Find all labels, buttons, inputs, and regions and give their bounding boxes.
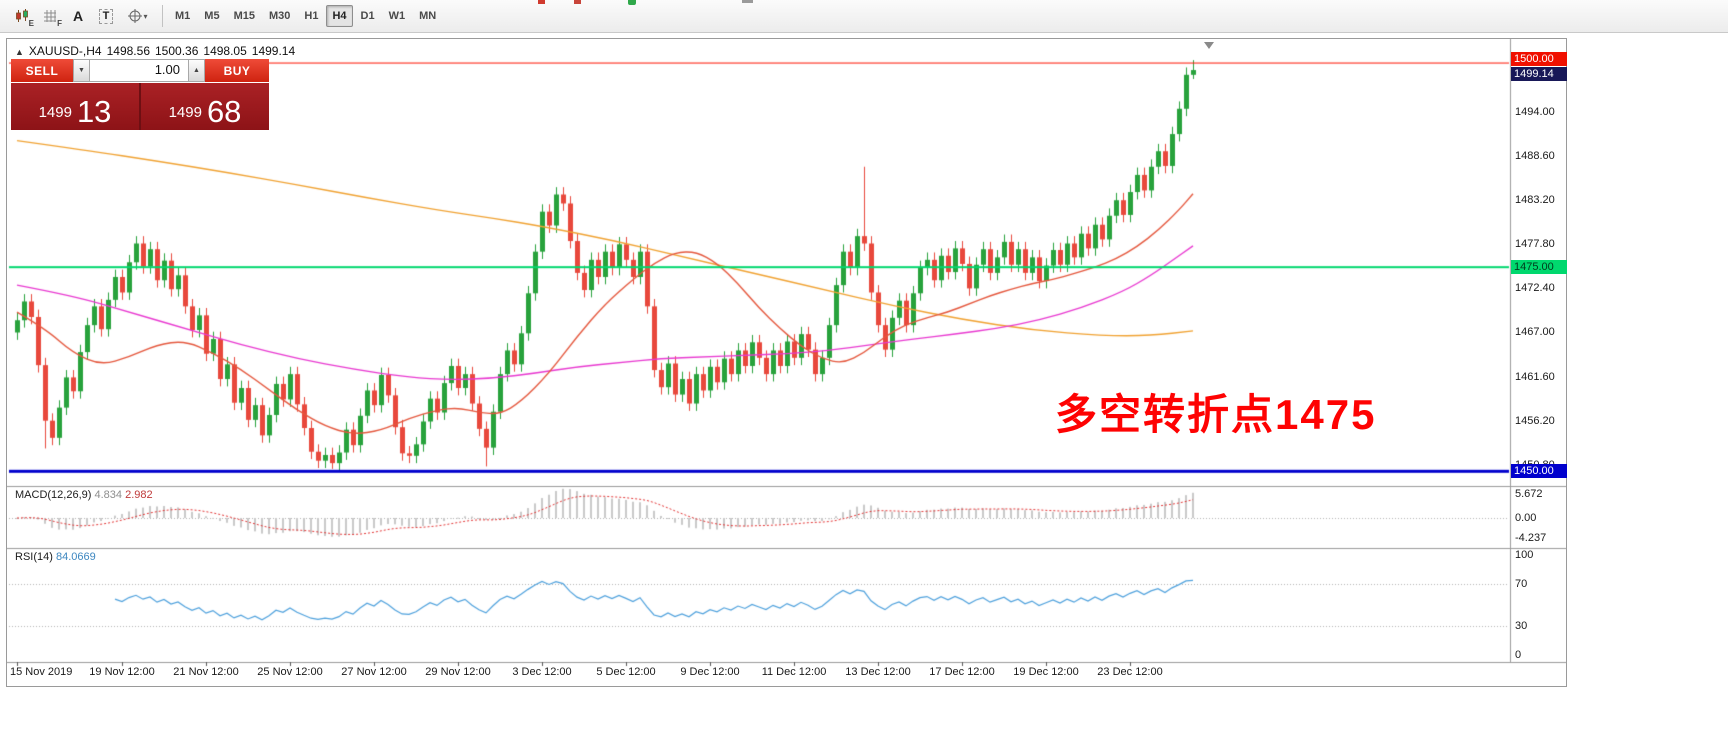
price-tag-pivot: 1475.00 [1511,260,1567,275]
text-label-glyph: A [72,8,84,24]
tf-button-mn[interactable]: MN [419,10,437,22]
rsi-scale-label: 70 [1515,577,1528,590]
price-axis-label: 1488.60 [1515,150,1555,163]
ohlc-low: 1498.05 [203,44,247,58]
volume-down-button[interactable] [73,59,90,82]
time-axis-label: 19 Dec 12:00 [1013,666,1079,678]
annotation-text: 多空转折点1475 [1055,391,1377,438]
chart-symbol-period: XAUUSD-,H4 [28,44,102,58]
tf-button-m15[interactable]: M15 [233,10,255,22]
tf-button-w1[interactable]: W1 [388,10,406,22]
time-axis-label: 25 Nov 12:00 [257,666,323,678]
price-axis-label: 1494.00 [1515,106,1555,119]
bid-ask-display: 1499 13 1499 68 [11,83,269,130]
rsi-scale-label: 100 [1515,549,1534,561]
time-axis-label: 27 Nov 12:00 [341,666,407,678]
time-axis-label: 9 Dec 12:00 [680,666,740,678]
macd-label: MACD(12,26,9) 4.834 2.982 [15,489,153,501]
chart-ohlc-header: ▲ XAUUSD-,H4 1498.56 1500.36 1498.05 1499.14 [15,44,300,58]
rsi-value: 84.0669 [55,551,96,563]
price-axis-label: 1456.20 [1515,414,1555,427]
time-axis-label: 23 Dec 12:00 [1097,666,1163,678]
volume-up-button[interactable] [188,59,205,82]
rsi-scale-label: 30 [1515,620,1528,633]
time-axis-label: 19 Nov 12:00 [89,666,155,678]
ohlc-close: 1499.14 [251,44,296,58]
grid-icon [44,10,56,22]
macd-value-signal: 2.982 [125,489,153,501]
ohlc-high: 1500.36 [155,44,199,58]
price-tag-resistance: 1500.00 [1511,52,1567,67]
time-axis-label: 11 Dec 12:00 [761,666,827,678]
chart-canvas[interactable] [7,39,1566,686]
price-axis-label: 1461.60 [1515,370,1555,383]
buy-price-main: 1499 [168,104,202,121]
crosshair-tool-icon[interactable]: ▾ [120,4,156,28]
tf-button-m30[interactable]: M30 [268,10,291,22]
macd-scale-label: -4.237 [1515,531,1547,544]
sell-price-main: 1499 [38,104,72,121]
bar-chart-mode-icon[interactable]: E [8,4,36,28]
price-tag-support: 1450.00 [1511,464,1567,479]
clipped-red-icon [538,0,545,4]
tf-button-h1[interactable]: H1 [304,10,319,22]
ohlc-open: 1498.56 [106,44,150,58]
chevron-down-icon: ▾ [143,11,148,21]
one-click-toggle-icon[interactable]: ▲ [15,47,24,57]
time-axis-label: 21 Nov 12:00 [173,666,239,678]
tf-button-m5[interactable]: M5 [204,10,220,22]
rsi-title: RSI(14) [15,551,53,563]
rsi-scale-label: 0 [1515,649,1522,661]
price-axis-label: 1483.20 [1515,194,1555,207]
time-axis-label: 29 Nov 12:00 [425,666,491,678]
text-tool-glyph: T [98,8,114,24]
time-axis-label: 3 Dec 12:00 [512,666,572,678]
macd-scale-label: 5.672 [1515,488,1543,500]
clipped-gray-icon [742,0,753,3]
tf-button-m1[interactable]: M1 [175,10,191,22]
chart-mode-sub-label: E [28,19,34,28]
time-axis-label: 13 Dec 12:00 [845,666,911,678]
buy-button[interactable]: BUY [205,59,269,82]
chart-shift-marker[interactable] [1204,42,1214,49]
text-tool-icon[interactable]: T [92,4,120,28]
one-click-trading-panel: SELL 1.00 BUY 1499 13 1499 68 [11,59,269,130]
price-axis-label: 1467.00 [1515,326,1555,339]
tf-button-h4[interactable]: H4 [326,5,353,27]
time-axis-label: 17 Dec 12:00 [929,666,995,678]
grid-mode-icon[interactable]: F [36,4,64,28]
tf-button-d1[interactable]: D1 [360,10,375,22]
buy-price-pips: 68 [206,93,242,129]
crosshair-icon [128,9,143,23]
macd-title: MACD(12,26,9) [15,489,92,501]
macd-value-main: 4.834 [94,489,123,501]
clipped-toolbar-strip [0,0,1728,6]
clipped-green-icon [628,0,636,5]
time-axis-label: 15 Nov 2019 [10,666,73,678]
sell-price-display[interactable]: 1499 13 [11,83,139,130]
chart-window: ▲ XAUUSD-,H4 1498.56 1500.36 1498.05 1499.14 … [6,38,1567,687]
clipped-red-icon [574,0,581,4]
time-axis-label: 5 Dec 12:00 [596,666,656,678]
grid-mode-sub-label: F [57,19,62,28]
buy-price-display[interactable]: 1499 68 [141,83,269,130]
text-label-tool-icon[interactable]: A [64,4,92,28]
candlestick-icon [15,9,28,22]
sell-price-pips: 13 [76,93,112,129]
price-axis-label: 1472.40 [1515,282,1555,295]
toolbar-separator [162,5,163,27]
macd-scale-label: 0.00 [1515,512,1537,524]
price-axis-label: 1477.80 [1515,238,1555,251]
sell-button[interactable]: SELL [11,59,73,82]
volume-input[interactable]: 1.00 [90,59,188,82]
price-tag-bid: 1499.14 [1511,67,1567,82]
chart-toolbar: E F A T ▾ M1 M5 M15 M30 H1 H4 D1 W1 MN [0,0,1728,33]
rsi-label: RSI(14) 84.0669 [15,551,96,563]
timeframe-group: M1 M5 M15 M30 H1 H4 D1 W1 MN [169,5,442,27]
